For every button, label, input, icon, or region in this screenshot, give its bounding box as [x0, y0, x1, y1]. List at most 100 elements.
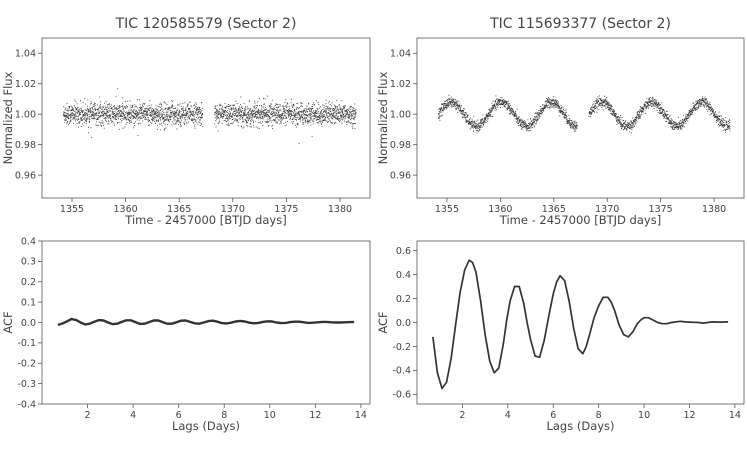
data-point — [190, 115, 192, 117]
data-point — [647, 107, 649, 109]
data-point — [646, 97, 648, 99]
data-point — [672, 125, 674, 127]
data-point — [170, 118, 172, 120]
data-point — [344, 112, 346, 114]
data-point — [343, 116, 345, 118]
data-point — [525, 128, 527, 130]
data-point — [458, 105, 460, 107]
data-point — [321, 113, 323, 115]
data-point — [459, 105, 460, 107]
data-point — [184, 110, 186, 112]
data-point — [649, 101, 651, 103]
data-point — [281, 118, 283, 120]
data-point — [518, 123, 520, 124]
data-point — [313, 120, 315, 122]
data-point — [200, 111, 202, 113]
data-point — [496, 98, 498, 99]
data-point — [465, 121, 467, 123]
data-point — [295, 114, 297, 116]
data-point — [606, 100, 608, 102]
data-point — [592, 103, 594, 105]
data-point — [144, 107, 146, 109]
data-point — [127, 114, 129, 116]
data-point — [613, 113, 615, 115]
data-point — [554, 104, 556, 106]
data-point — [186, 115, 187, 117]
data-point — [614, 112, 616, 114]
data-point — [117, 88, 119, 90]
data-point — [292, 106, 294, 108]
data-point — [174, 114, 176, 116]
data-point — [479, 127, 481, 129]
data-point — [604, 95, 606, 97]
data-point — [122, 102, 123, 104]
data-point — [144, 111, 145, 112]
data-point — [160, 109, 162, 111]
data-point — [485, 116, 487, 118]
data-point — [243, 111, 245, 113]
data-point — [305, 111, 307, 113]
data-point — [615, 112, 617, 114]
data-point — [658, 113, 660, 114]
data-point — [140, 112, 142, 114]
data-point — [109, 116, 111, 118]
data-point — [109, 115, 110, 117]
data-point — [323, 108, 325, 110]
data-point — [480, 122, 482, 123]
data-point — [90, 101, 92, 103]
data-point — [493, 104, 495, 106]
data-point — [176, 128, 178, 130]
data-point — [541, 108, 543, 109]
data-point — [301, 116, 302, 118]
data-point — [77, 118, 79, 120]
data-point — [165, 118, 167, 120]
data-point — [621, 124, 623, 126]
data-point — [164, 114, 166, 116]
data-point — [563, 114, 565, 116]
data-point — [121, 115, 123, 117]
data-point — [230, 116, 232, 117]
data-point — [650, 100, 652, 102]
data-point — [712, 112, 714, 114]
data-point — [514, 115, 516, 117]
data-point — [95, 112, 97, 114]
data-point — [196, 113, 198, 115]
data-point — [302, 117, 304, 119]
data-point — [617, 121, 619, 123]
panel-tic-120585579-lightcurve: TIC 120585579 (Sector 2) Time - 2457000 … — [1, 16, 371, 227]
data-point — [443, 103, 445, 105]
data-point — [619, 122, 621, 124]
data-point — [148, 109, 150, 111]
data-point — [569, 124, 571, 126]
data-point — [87, 118, 89, 120]
data-point — [183, 122, 185, 124]
data-point — [525, 125, 527, 127]
data-point — [479, 119, 481, 121]
data-point — [709, 101, 711, 103]
data-point — [534, 119, 536, 120]
data-point — [554, 103, 556, 105]
data-point — [555, 100, 556, 102]
data-point — [533, 126, 535, 128]
data-point — [79, 108, 80, 110]
data-point — [130, 116, 132, 118]
data-point — [319, 113, 321, 115]
data-point — [545, 107, 547, 109]
data-point — [159, 107, 161, 108]
data-point — [659, 107, 661, 109]
data-point — [636, 120, 638, 122]
data-point — [116, 109, 118, 111]
data-point — [618, 122, 620, 124]
data-point — [319, 117, 321, 119]
data-point — [323, 104, 325, 106]
data-point — [238, 106, 240, 108]
data-point — [238, 113, 240, 115]
data-point — [83, 114, 85, 115]
data-point — [106, 114, 108, 116]
data-point — [659, 104, 661, 105]
data-point — [682, 125, 684, 127]
data-point — [722, 125, 724, 127]
data-point — [153, 120, 155, 122]
data-point — [324, 114, 326, 116]
panel-acf-tic-115693377: Lags (Days) ACF 2 4 6 8 10 12 14-0.6-0.4-0.20.… — [376, 240, 745, 433]
